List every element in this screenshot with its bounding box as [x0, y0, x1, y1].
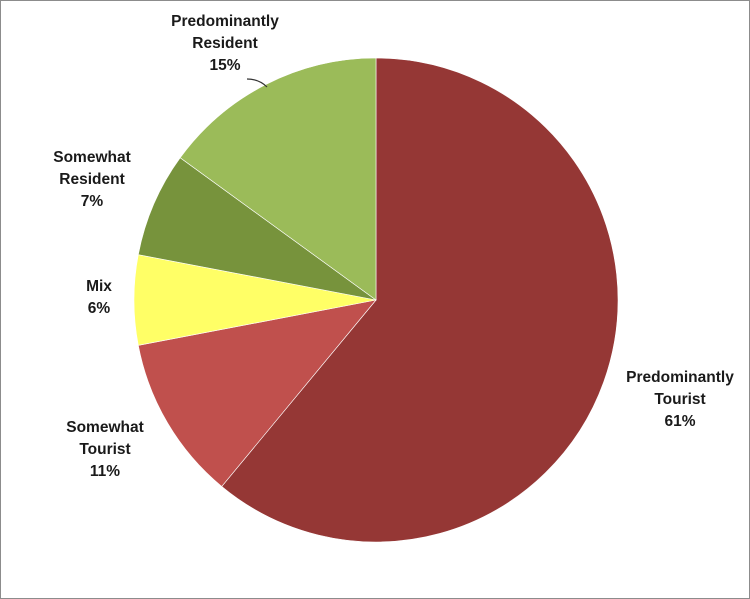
slice-percentage: 7% — [81, 193, 104, 210]
slice-label-line: Tourist — [79, 441, 130, 458]
slice-label-line: Predominantly — [171, 13, 279, 30]
slice-predominantly-tourist — [221, 57, 619, 543]
slice-somewhat-tourist — [137, 299, 377, 487]
slices-layer — [133, 57, 619, 543]
label-predominantly-resident: Predominantly Resident 15% — [171, 13, 279, 74]
slice-percentage: 15% — [209, 57, 240, 74]
label-somewhat-tourist: Somewhat Tourist 11% — [66, 419, 144, 480]
slice-somewhat-resident — [137, 157, 377, 301]
leader-line-predominantly-resident — [246, 78, 268, 88]
labels-layer: Predominantly Tourist 61% Somewhat Tourist 11… — [53, 13, 734, 480]
label-somewhat-resident: Somewhat Resident 7% — [53, 149, 131, 210]
slice-label-line: Somewhat — [53, 149, 131, 166]
label-predominantly-tourist: Predominantly Tourist 61% — [626, 369, 734, 430]
slice-percentage: 11% — [90, 463, 120, 480]
slice-label-line: Resident — [59, 171, 124, 188]
label-mix: Mix 6% — [86, 278, 112, 317]
slice-label-line: Mix — [86, 278, 112, 295]
slice-label-line: Resident — [192, 35, 257, 52]
slice-label-line: Somewhat — [66, 419, 144, 436]
slice-label-line: Tourist — [654, 391, 705, 408]
slice-percentage: 61% — [664, 413, 695, 430]
slice-label-line: Predominantly — [626, 369, 734, 386]
slice-percentage: 6% — [88, 300, 111, 317]
slice-predominantly-resident — [179, 57, 377, 301]
